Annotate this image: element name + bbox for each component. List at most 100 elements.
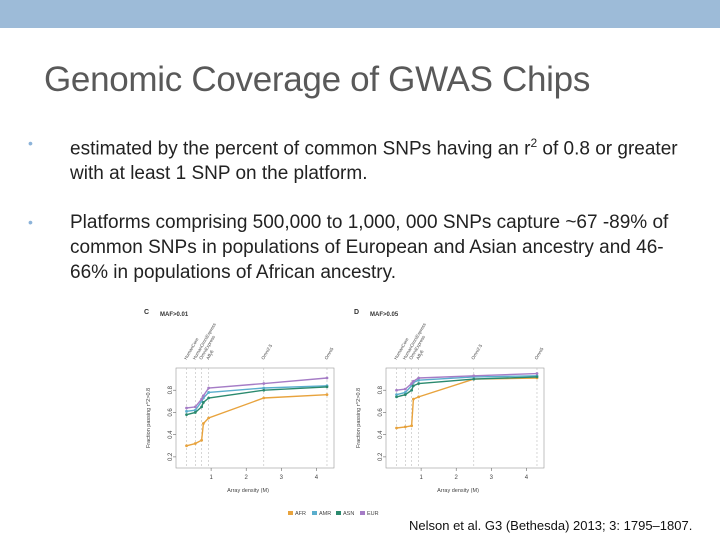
data-point-eur	[207, 386, 211, 390]
y-axis-label: Fraction passing r^2>0.8	[356, 388, 362, 448]
data-point-asn	[535, 375, 539, 379]
series-line-afr	[186, 393, 328, 447]
y-tick-label: 0.4	[168, 430, 174, 439]
data-point-afr	[185, 444, 188, 448]
data-point-asn	[403, 393, 407, 397]
data-point-asn	[410, 388, 414, 392]
x-tick-label: 2	[245, 475, 249, 481]
top-accent-bar	[0, 0, 720, 28]
y-tick-label: 0.8	[378, 385, 384, 394]
bullet-dot-icon: •	[28, 214, 33, 230]
data-point-amr	[185, 409, 188, 413]
data-point-eur	[193, 405, 197, 409]
y-tick-label: 0.8	[168, 385, 174, 394]
legend-swatch-asn	[336, 511, 341, 515]
panel-letter: C	[144, 309, 149, 316]
data-point-amr	[262, 386, 266, 390]
bullet-2: • Platforms comprising 500,000 to 1,000,…	[28, 210, 688, 286]
data-point-asn	[472, 377, 476, 381]
x-tick-label: 2	[455, 475, 459, 481]
platform-label: Omni5	[324, 346, 335, 360]
x-axis-label: Array density (M)	[437, 488, 479, 494]
bullet-1-sup: 2	[530, 136, 538, 150]
platform-label: Omni2.5	[260, 343, 273, 361]
legend-label-afr: AFR	[295, 511, 306, 517]
data-point-amr	[403, 391, 407, 394]
plot-frame	[175, 367, 335, 469]
data-point-asn	[417, 382, 421, 385]
data-point-eur	[262, 382, 266, 385]
legend-label-amr: AMR	[319, 511, 331, 517]
legend-swatch-afr	[288, 511, 293, 515]
bullet-1-text: estimated by the percent of common SNPs …	[70, 131, 690, 186]
panel-subtitle: MAF>0.01	[160, 312, 189, 318]
data-point-afr	[403, 425, 407, 429]
x-tick-label: 4	[525, 475, 529, 481]
slide-title: Genomic Coverage of GWAS Chips	[44, 60, 591, 99]
data-point-afr	[262, 396, 266, 400]
data-point-afr	[411, 397, 415, 401]
series-line-afr	[396, 377, 537, 429]
y-tick-label: 0.6	[378, 408, 384, 417]
data-point-asn	[193, 411, 197, 414]
data-point-eur	[403, 387, 407, 391]
panel-subtitle: MAF>0.05	[370, 312, 399, 318]
data-point-eur	[410, 382, 414, 385]
y-tick-label: 0.2	[378, 452, 384, 461]
data-point-afr	[207, 416, 211, 420]
data-point-eur	[411, 379, 415, 383]
data-point-amr	[417, 378, 421, 382]
x-tick-label: 1	[419, 475, 423, 481]
data-point-asn	[395, 395, 398, 399]
y-axis-label: Fraction passing r^2>0.8	[146, 388, 152, 448]
bullet-1-pre: estimated by the percent of common SNPs …	[70, 138, 531, 160]
data-point-eur	[395, 388, 398, 392]
platform-label: Omni5	[534, 346, 545, 360]
y-tick-label: 0.2	[168, 452, 174, 461]
legend-swatch-eur	[360, 511, 365, 515]
platform-label: Omni2.5	[470, 343, 483, 361]
data-point-asn	[200, 405, 204, 409]
data-point-asn	[207, 396, 211, 400]
x-tick-label: 3	[490, 475, 494, 481]
data-point-eur	[325, 376, 329, 380]
panel-letter: D	[354, 309, 359, 316]
y-tick-label: 0.6	[168, 408, 174, 417]
data-point-afr	[201, 422, 205, 425]
legend-label-eur: EUR	[367, 511, 379, 517]
bullet-2-text: Platforms comprising 500,000 to 1,000, 0…	[70, 212, 669, 283]
platform-label: Affy6	[205, 349, 215, 361]
data-point-amr	[207, 391, 211, 394]
data-point-asn	[201, 401, 205, 404]
y-tick-label: 0.4	[378, 430, 384, 439]
bullet-1: • estimated by the percent of common SNP…	[28, 131, 690, 186]
data-point-asn	[325, 385, 329, 389]
plot-frame	[385, 367, 545, 469]
data-point-afr	[200, 438, 204, 442]
coverage-figure: C MAF>0.01HumanCoreHumanOmniExpressOmniEx…	[144, 309, 545, 517]
legend-swatch-amr	[312, 511, 317, 515]
data-point-afr	[395, 426, 398, 430]
data-point-eur	[200, 397, 204, 401]
data-point-amr	[395, 393, 398, 397]
data-point-afr	[193, 442, 197, 445]
chart-legend: AFR AMR ASN EUR	[288, 511, 379, 517]
data-point-afr	[410, 424, 414, 428]
chart-panel-c: C MAF>0.01HumanCoreHumanOmniExpressOmniEx…	[144, 309, 335, 494]
data-point-afr	[417, 395, 421, 399]
x-axis-label: Array density (M)	[227, 488, 269, 494]
data-point-asn	[185, 413, 188, 417]
data-point-eur	[417, 376, 421, 380]
x-tick-label: 1	[209, 475, 213, 481]
data-point-eur	[535, 372, 539, 375]
legend-label-asn: ASN	[343, 511, 354, 517]
bullet-dot-icon: •	[28, 135, 33, 151]
data-point-eur	[472, 374, 476, 378]
x-tick-label: 4	[315, 475, 319, 481]
data-point-asn	[262, 388, 266, 392]
bullet-1-post: of 0.8 or greater with at least 1 SNP on…	[70, 138, 678, 185]
data-point-eur	[185, 406, 188, 410]
data-point-asn	[411, 384, 415, 388]
x-tick-label: 3	[280, 475, 284, 481]
data-point-eur	[201, 394, 205, 398]
